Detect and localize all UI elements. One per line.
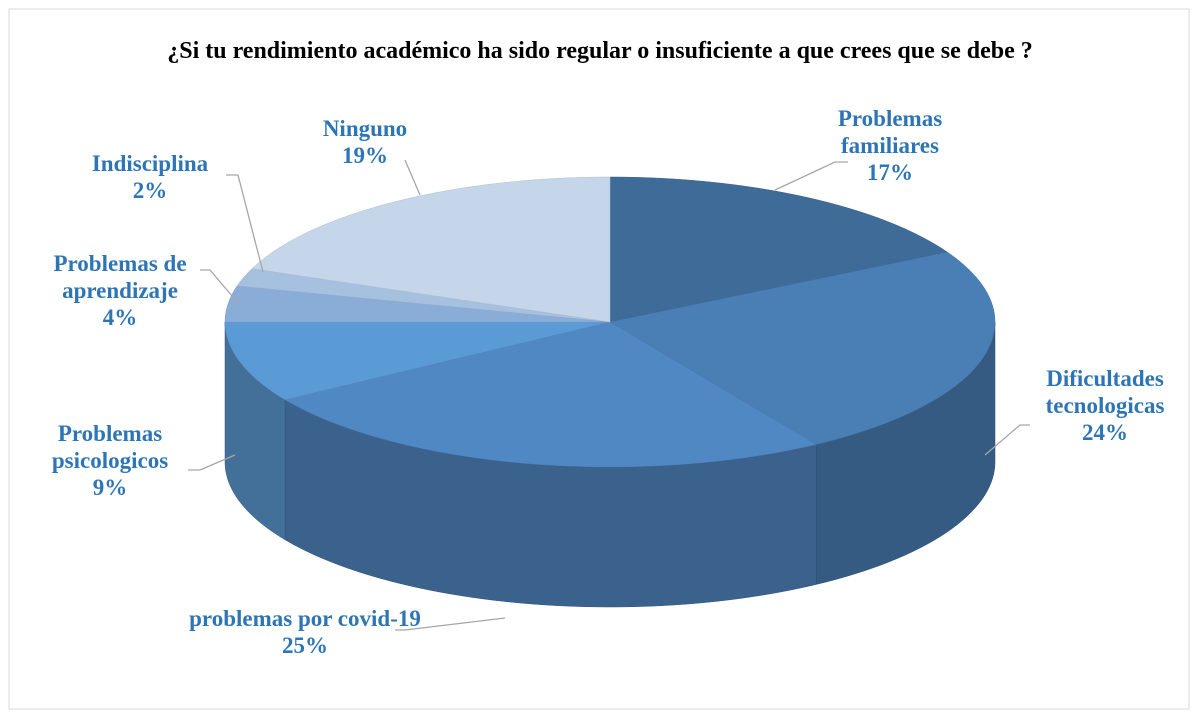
pie-slice (236, 268, 611, 323)
label-value: 19% (342, 143, 388, 168)
leader-line (226, 174, 264, 273)
label-value: 25% (282, 633, 328, 658)
chart-frame (8, 8, 1190, 710)
pie-slice (224, 321, 611, 400)
data-label: Problemas psicologicos 9% (10, 420, 210, 501)
label-value: 4% (102, 305, 138, 330)
data-label: Problemas de aprendizaje 4% (10, 250, 230, 331)
pie-slice (224, 285, 611, 323)
leader-line (188, 454, 236, 471)
leader-line (984, 424, 1030, 456)
label-category: Problemas de aprendizaje (53, 251, 187, 303)
data-label: Problemas familiares 17% (790, 105, 990, 186)
data-label: Indisciplina 2% (60, 150, 240, 204)
label-category: Problemas familiares (837, 106, 943, 158)
pie-slice (251, 176, 611, 323)
leader-line (404, 159, 421, 196)
label-value: 2% (132, 178, 168, 203)
leader-line (774, 161, 848, 191)
pie-slice (609, 251, 996, 445)
data-label: Dificultades tecnologicas 24% (1020, 365, 1190, 446)
label-value: 24% (1082, 420, 1128, 445)
label-category: problemas por covid-19 (189, 606, 421, 631)
leader-line (395, 617, 506, 631)
pie-slice (609, 176, 949, 323)
label-value: 9% (92, 475, 128, 500)
leader-line (200, 269, 239, 304)
label-value: 17% (867, 160, 913, 185)
data-label: Ninguno 19% (290, 115, 440, 169)
data-label: problemas por covid-19 25% (185, 605, 425, 659)
chart-title: ¿Si tu rendimiento académico ha sido reg… (167, 38, 1033, 64)
label-category: Problemas psicologicos (51, 421, 169, 473)
label-category: Indisciplina (91, 151, 209, 176)
label-category: Ninguno (322, 116, 408, 141)
pie-slice (284, 321, 817, 468)
label-category: Dificultades tecnologicas (1045, 366, 1165, 418)
